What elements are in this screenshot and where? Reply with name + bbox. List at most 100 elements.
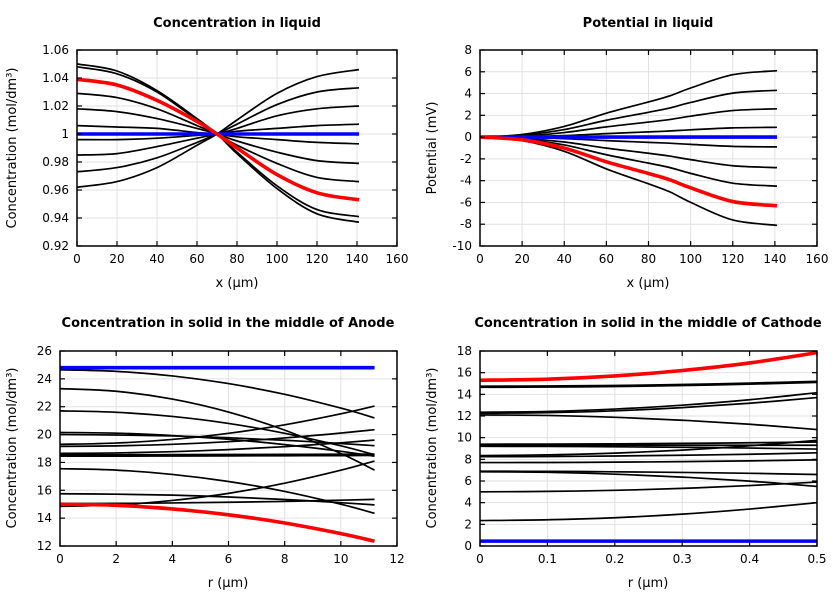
x-tick-label: 8 bbox=[281, 552, 289, 566]
y-tick-label: 6 bbox=[464, 474, 472, 488]
series-black-13 bbox=[479, 470, 818, 488]
series-black-5 bbox=[479, 414, 818, 431]
x-tick-label: 12 bbox=[389, 552, 404, 566]
y-tick-label: 22 bbox=[37, 400, 52, 414]
x-tick-label: 160 bbox=[386, 252, 409, 266]
series-black-11 bbox=[479, 459, 818, 464]
x-tick-label: 120 bbox=[721, 252, 744, 266]
y-tick-label: 0.94 bbox=[42, 211, 69, 225]
series-black-3 bbox=[479, 107, 778, 138]
y-tick-label: 1.02 bbox=[42, 99, 69, 113]
x-tick-label: 80 bbox=[229, 252, 244, 266]
series-black-1 bbox=[59, 368, 375, 419]
y-axis-label: Potential (mV) bbox=[424, 101, 440, 195]
x-tick-label: 0 bbox=[73, 252, 81, 266]
x-tick-label: 40 bbox=[557, 252, 572, 266]
y-tick-label: 0.92 bbox=[42, 239, 69, 253]
series-red-highlight bbox=[76, 77, 360, 202]
x-tick-label: 140 bbox=[346, 252, 369, 266]
plot-title: Concentration in liquid bbox=[153, 16, 321, 31]
plot-title: Concentration in solid in the middle of … bbox=[61, 316, 395, 331]
series-black-15 bbox=[479, 501, 818, 522]
y-tick-label: 0 bbox=[464, 130, 472, 144]
plot-concentration-solid-cathode: 0 0.1 0.2 0.3 0.4 0.5 0 2 4 6 8 10 12 14 16 18 Concentr… bbox=[420, 300, 840, 600]
series-black-3 bbox=[59, 410, 375, 456]
plot-potential-liquid: 0 20 40 60 80 100 120 140 160 -10 -8 -6 -4 -2 0 2 4 6 8 Po… bbox=[420, 0, 840, 300]
y-tick-label: -2 bbox=[460, 152, 472, 166]
y-tick-label: 8 bbox=[464, 452, 472, 466]
y-tick-label: 1.04 bbox=[42, 71, 69, 85]
series-black-14 bbox=[479, 481, 818, 493]
series-black-4 bbox=[59, 431, 375, 458]
y-axis-label: Concentration (mol/dm³) bbox=[4, 67, 20, 229]
x-tick-label: 0.3 bbox=[673, 552, 692, 566]
x-tick-label: 0.4 bbox=[740, 552, 759, 566]
plot-title: Potential in liquid bbox=[582, 16, 714, 31]
series-black-2 bbox=[479, 89, 778, 138]
plot-canvas-solid-cathode: 0 0.1 0.2 0.3 0.4 0.5 0 2 4 6 8 10 12 14 16 18 bbox=[457, 344, 827, 566]
x-tick-label: 120 bbox=[306, 252, 329, 266]
series-black-1 bbox=[479, 380, 818, 388]
series-black-10 bbox=[479, 451, 818, 458]
series-black-7 bbox=[59, 428, 375, 448]
x-tick-label: 0 bbox=[476, 552, 484, 566]
x-tick-label: 0.2 bbox=[605, 552, 624, 566]
x-tick-label: 100 bbox=[266, 252, 289, 266]
y-tick-label: -10 bbox=[452, 239, 472, 253]
x-tick-label: 60 bbox=[599, 252, 614, 266]
y-tick-label: 20 bbox=[37, 428, 52, 442]
y-tick-label: 2 bbox=[464, 517, 472, 531]
series-black-9 bbox=[479, 439, 818, 457]
x-axis-label: x (µm) bbox=[626, 276, 670, 291]
y-tick-label: 0 bbox=[464, 539, 472, 553]
y-tick-label: 14 bbox=[457, 387, 472, 401]
series-black-3 bbox=[479, 391, 818, 414]
y-tick-label: 8 bbox=[464, 43, 472, 57]
x-axis-label: r (µm) bbox=[207, 576, 249, 591]
y-tick-label: 6 bbox=[464, 65, 472, 79]
x-tick-label: 60 bbox=[189, 252, 204, 266]
y-tick-label: -4 bbox=[460, 174, 472, 188]
x-tick-label: 140 bbox=[763, 252, 786, 266]
series-black-6 bbox=[479, 136, 778, 169]
x-tick-label: 0 bbox=[476, 252, 484, 266]
x-tick-label: 2 bbox=[112, 552, 120, 566]
series-black-12 bbox=[479, 470, 818, 476]
x-tick-label: 20 bbox=[109, 252, 124, 266]
series-black-8 bbox=[479, 445, 818, 450]
y-tick-label: 0.96 bbox=[42, 183, 69, 197]
y-tick-label: 14 bbox=[37, 511, 52, 525]
y-tick-label: 2 bbox=[464, 108, 472, 122]
y-tick-label: 18 bbox=[37, 455, 52, 469]
y-tick-label: 1.06 bbox=[42, 43, 69, 57]
y-tick-label: -8 bbox=[460, 217, 472, 231]
y-tick-label: 26 bbox=[37, 344, 52, 358]
x-tick-label: 0.5 bbox=[807, 552, 826, 566]
x-tick-label: 6 bbox=[225, 552, 233, 566]
y-axis-label: Concentration (mol/dm³) bbox=[4, 367, 20, 529]
series-black-4 bbox=[479, 396, 818, 415]
series-red-highlight bbox=[479, 350, 818, 383]
y-tick-label: 18 bbox=[457, 344, 472, 358]
plot-canvas-concentration-liquid: 0 20 40 60 80 100 120 140 160 0.92 0.94 0.96 0.98 1 1.… bbox=[42, 43, 409, 266]
y-tick-label: 16 bbox=[37, 483, 52, 497]
x-tick-label: 0 bbox=[56, 552, 64, 566]
series-black-8 bbox=[59, 439, 375, 455]
y-tick-label: 24 bbox=[37, 372, 52, 386]
series-black-1 bbox=[479, 69, 778, 138]
y-tick-label: 4 bbox=[464, 496, 472, 510]
series-black-10 bbox=[59, 454, 375, 458]
series-black-9 bbox=[59, 453, 375, 456]
y-tick-label: 0.98 bbox=[42, 155, 69, 169]
x-tick-label: 40 bbox=[149, 252, 164, 266]
x-tick-label: 20 bbox=[514, 252, 529, 266]
y-tick-label: 1 bbox=[61, 127, 69, 141]
series-black-11 bbox=[59, 467, 375, 515]
series-red-highlight bbox=[59, 502, 375, 543]
x-tick-label: 100 bbox=[679, 252, 702, 266]
series-black-2 bbox=[59, 387, 375, 471]
y-tick-label: 16 bbox=[457, 366, 472, 380]
series-black-13 bbox=[59, 498, 375, 505]
series-black-14 bbox=[59, 460, 375, 508]
